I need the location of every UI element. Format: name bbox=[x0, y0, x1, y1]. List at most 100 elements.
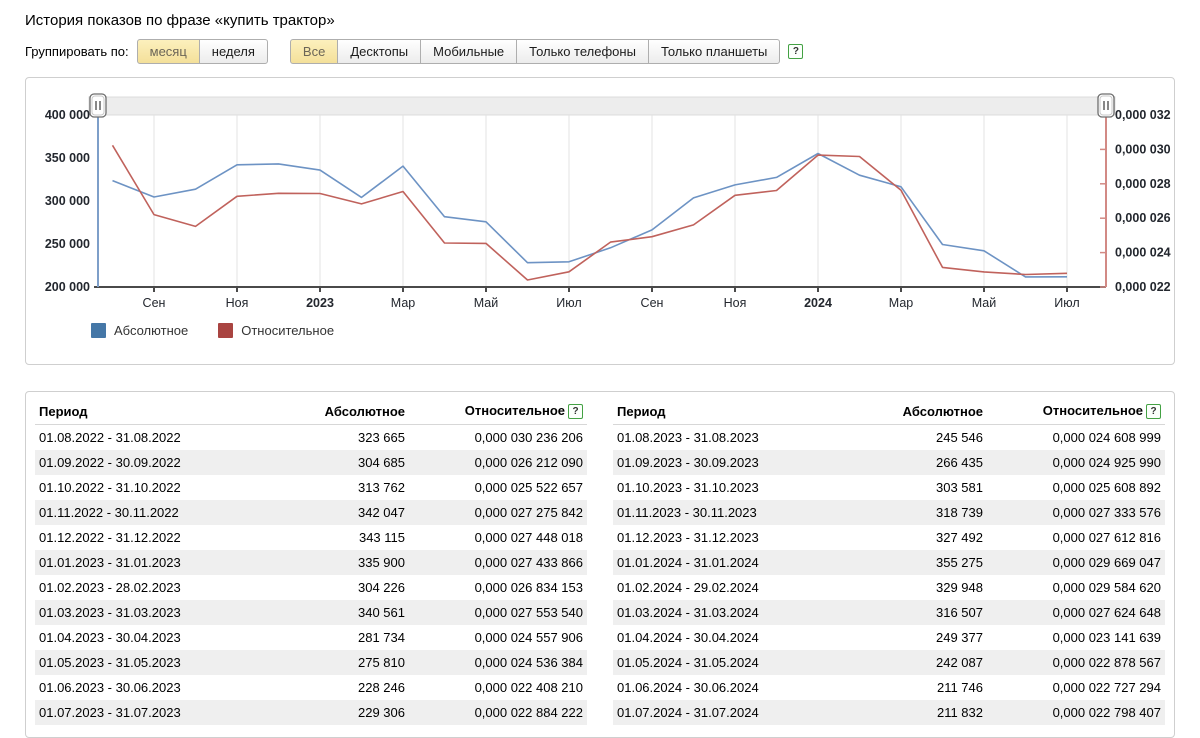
relative-value-cell: 0,000 029 669 047 bbox=[1052, 555, 1161, 570]
absolute-value-cell: 245 546 bbox=[936, 430, 983, 445]
period-cell: 01.11.2022 - 30.11.2022 bbox=[39, 505, 179, 520]
absolute-value-cell: 323 665 bbox=[358, 430, 405, 445]
relative-value-cell: 0,000 027 612 816 bbox=[1052, 530, 1161, 545]
table-row: 01.11.2022 - 30.11.2022 342 047 0,000 027 … bbox=[35, 500, 587, 525]
svg-text:Май: Май bbox=[474, 296, 499, 310]
table-header-row: Период Абсолютное Относительное? bbox=[613, 399, 1165, 425]
period-cell: 01.10.2022 - 31.10.2022 bbox=[39, 480, 181, 495]
y-axis-right-labels: 0,000 032 0,000 030 0,000 028 0,000 026 0,00… bbox=[1100, 108, 1171, 294]
group-by-week-button[interactable]: неделя bbox=[198, 39, 268, 64]
period-cell: 01.03.2024 - 31.03.2024 bbox=[617, 605, 759, 620]
device-filter-all-button[interactable]: Все bbox=[289, 39, 339, 64]
svg-text:350 000: 350 000 bbox=[45, 151, 90, 165]
relative-help-icon[interactable]: ? bbox=[1146, 404, 1161, 419]
group-by-label: Группировать по: bbox=[25, 44, 129, 59]
absolute-value-cell: 342 047 bbox=[358, 505, 405, 520]
period-cell: 01.02.2023 - 28.02.2023 bbox=[39, 580, 181, 595]
absolute-value-cell: 281 734 bbox=[358, 630, 405, 645]
device-filter-switch: Все Десктопы Мобильные Только телефоны Т… bbox=[289, 39, 781, 64]
absolute-value-cell: 249 377 bbox=[936, 630, 983, 645]
svg-text:0,000 026: 0,000 026 bbox=[1115, 211, 1171, 225]
relative-value-cell: 0,000 022 798 407 bbox=[1052, 705, 1161, 720]
device-filter-tablets-button[interactable]: Только планшеты bbox=[647, 39, 781, 64]
relative-value-cell: 0,000 022 408 210 bbox=[474, 680, 583, 695]
legend-swatch-relative-icon bbox=[218, 323, 234, 338]
absolute-value-cell: 211 832 bbox=[936, 705, 983, 720]
table-row: 01.08.2022 - 31.08.2022 323 665 0,000 030 … bbox=[35, 425, 587, 451]
relative-value-cell: 0,000 025 608 892 bbox=[1052, 480, 1161, 495]
stats-table-2023-2024: Период Абсолютное Относительное? 01.08.2… bbox=[613, 399, 1165, 725]
period-cell: 01.06.2023 - 30.06.2023 bbox=[39, 680, 181, 695]
table-row: 01.10.2022 - 31.10.2022 313 762 0,000 025 … bbox=[35, 475, 587, 500]
group-by-month-button[interactable]: месяц bbox=[136, 39, 200, 64]
period-cell: 01.09.2022 - 30.09.2022 bbox=[39, 455, 181, 470]
column-header-relative: Относительное? bbox=[409, 399, 587, 425]
svg-text:2023: 2023 bbox=[306, 296, 334, 310]
table-row: 01.02.2024 - 29.02.2024 329 948 0,000 029 … bbox=[613, 575, 1165, 600]
relative-value-cell: 0,000 023 141 639 bbox=[1052, 630, 1161, 645]
table-row: 01.04.2023 - 30.04.2023 281 734 0,000 024 … bbox=[35, 625, 587, 650]
controls-bar: Группировать по: месяц неделя Все Дескто… bbox=[25, 39, 1200, 64]
svg-text:0,000 022: 0,000 022 bbox=[1115, 280, 1171, 294]
svg-text:Ноя: Ноя bbox=[226, 296, 249, 310]
legend-swatch-absolute-icon bbox=[91, 323, 106, 338]
table-header-row: Период Абсолютное Относительное? bbox=[35, 399, 587, 425]
range-slider-handle-right[interactable] bbox=[1097, 93, 1115, 118]
relative-value-cell: 0,000 027 333 576 bbox=[1052, 505, 1161, 520]
absolute-value-cell: 229 306 bbox=[358, 705, 405, 720]
absolute-value-cell: 343 115 bbox=[358, 530, 405, 545]
table-row: 01.05.2023 - 31.05.2023 275 810 0,000 024 … bbox=[35, 650, 587, 675]
table-row: 01.07.2023 - 31.07.2023 229 306 0,000 022 … bbox=[35, 700, 587, 725]
svg-text:0,000 028: 0,000 028 bbox=[1115, 177, 1171, 191]
relative-value-cell: 0,000 027 433 866 bbox=[474, 555, 583, 570]
range-slider-handle-left[interactable] bbox=[89, 93, 107, 118]
period-cell: 01.08.2022 - 31.08.2022 bbox=[39, 430, 181, 445]
svg-text:Мар: Мар bbox=[391, 296, 416, 310]
y-axis-left-labels: 400 000 350 000 300 000 250 000 200 000 bbox=[45, 108, 90, 294]
device-filter-phones-button[interactable]: Только телефоны bbox=[516, 39, 649, 64]
absolute-value-cell: 303 581 bbox=[936, 480, 983, 495]
absolute-value-cell: 304 226 bbox=[358, 580, 405, 595]
absolute-value-cell: 316 507 bbox=[936, 605, 983, 620]
svg-text:Мар: Мар bbox=[889, 296, 914, 310]
device-filter-desktop-button[interactable]: Десктопы bbox=[337, 39, 422, 64]
absolute-value-cell: 266 435 bbox=[936, 455, 983, 470]
relative-value-cell: 0,000 026 212 090 bbox=[474, 455, 583, 470]
legend-item-relative: Относительное bbox=[218, 323, 334, 338]
relative-value-cell: 0,000 022 878 567 bbox=[1052, 655, 1161, 670]
table-row: 01.05.2024 - 31.05.2024 242 087 0,000 022 … bbox=[613, 650, 1165, 675]
svg-text:0,000 032: 0,000 032 bbox=[1115, 108, 1171, 122]
x-axis-labels: Сен Ноя 2023 Мар Май Июл Сен Ноя 2024 Мар Май Июл bbox=[143, 296, 1080, 310]
table-row: 01.01.2023 - 31.01.2023 335 900 0,000 027 … bbox=[35, 550, 587, 575]
period-cell: 01.08.2023 - 31.08.2023 bbox=[617, 430, 759, 445]
period-cell: 01.04.2023 - 30.04.2023 bbox=[39, 630, 181, 645]
table-row: 01.06.2024 - 30.06.2024 211 746 0,000 022 … bbox=[613, 675, 1165, 700]
period-cell: 01.12.2022 - 31.12.2022 bbox=[39, 530, 181, 545]
period-cell: 01.03.2023 - 31.03.2023 bbox=[39, 605, 181, 620]
table-row: 01.09.2023 - 30.09.2023 266 435 0,000 024 … bbox=[613, 450, 1165, 475]
relative-value-cell: 0,000 024 608 999 bbox=[1052, 430, 1161, 445]
device-filter-help-icon[interactable]: ? bbox=[788, 44, 804, 59]
absolute-value-cell: 335 900 bbox=[358, 555, 405, 570]
svg-text:200 000: 200 000 bbox=[45, 280, 90, 294]
table-row: 01.12.2023 - 31.12.2023 327 492 0,000 027 … bbox=[613, 525, 1165, 550]
table-row: 01.10.2023 - 31.10.2023 303 581 0,000 025 … bbox=[613, 475, 1165, 500]
legend-item-absolute: Абсолютное bbox=[91, 323, 188, 338]
period-cell: 01.04.2024 - 30.04.2024 bbox=[617, 630, 759, 645]
gridlines bbox=[153, 115, 1068, 287]
history-chart[interactable]: Сен Ноя 2023 Мар Май Июл Сен Ноя 2024 Мар Май Июл 40… bbox=[26, 78, 1174, 364]
column-header-relative: Относительное? bbox=[987, 399, 1165, 425]
stats-tables-card: Период Абсолютное Относительное? 01.08.2… bbox=[25, 391, 1175, 738]
svg-text:Ноя: Ноя bbox=[724, 296, 747, 310]
absolute-value-cell: 340 561 bbox=[358, 605, 405, 620]
relative-value-cell: 0,000 024 536 384 bbox=[474, 655, 583, 670]
range-slider-track[interactable] bbox=[88, 96, 1116, 116]
device-filter-mobile-button[interactable]: Мобильные bbox=[420, 39, 518, 64]
relative-value-cell: 0,000 024 925 990 bbox=[1052, 455, 1161, 470]
absolute-value-cell: 318 739 bbox=[936, 505, 983, 520]
relative-help-icon[interactable]: ? bbox=[568, 404, 583, 419]
relative-value-cell: 0,000 022 727 294 bbox=[1052, 680, 1161, 695]
stats-table-2022-2023: Период Абсолютное Относительное? 01.08.2… bbox=[35, 399, 587, 725]
absolute-value-cell: 329 948 bbox=[936, 580, 983, 595]
relative-value-cell: 0,000 025 522 657 bbox=[474, 480, 583, 495]
